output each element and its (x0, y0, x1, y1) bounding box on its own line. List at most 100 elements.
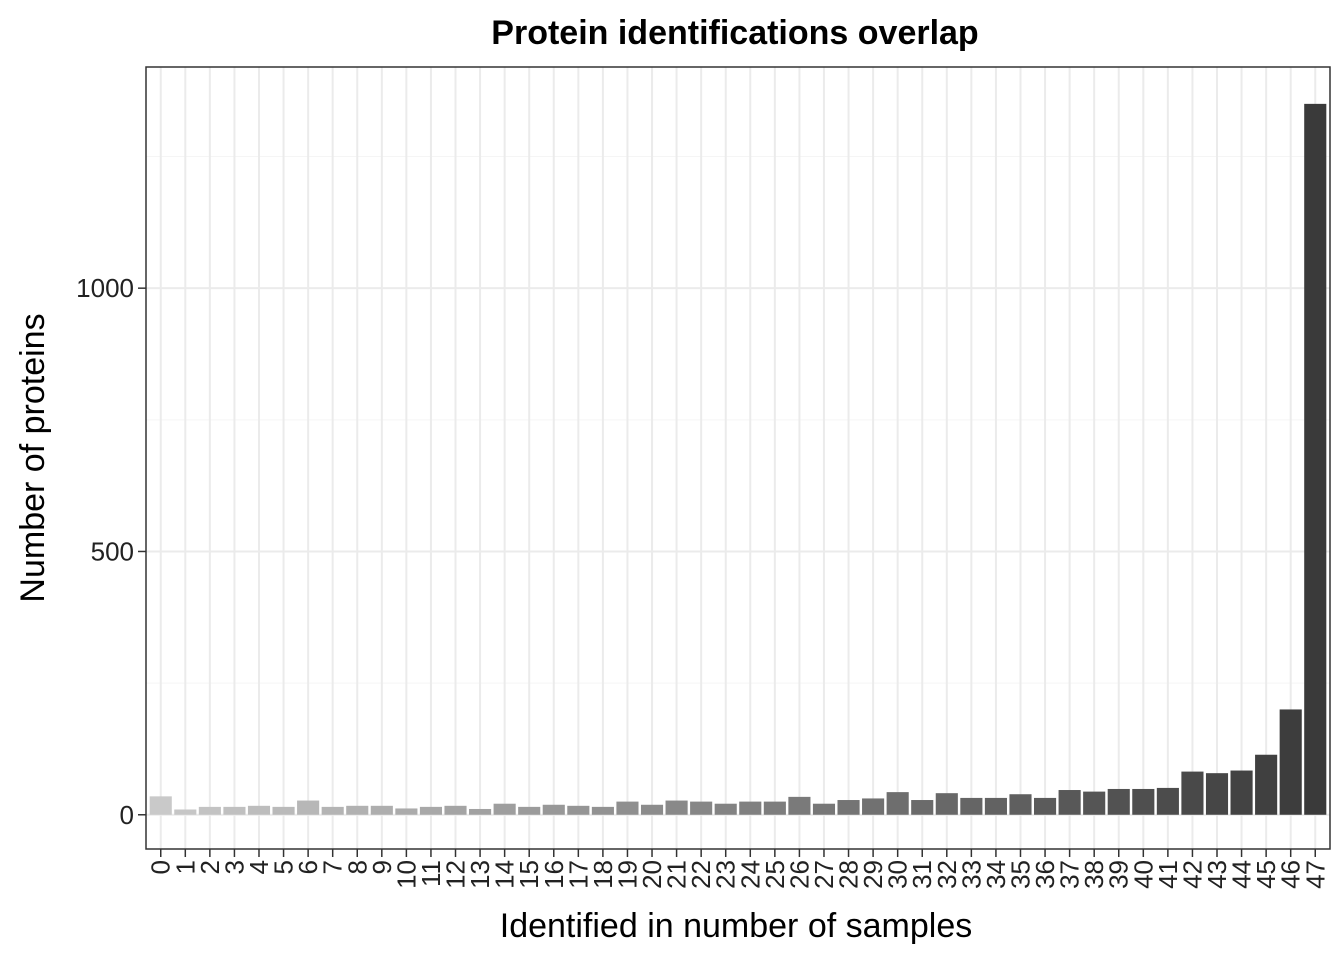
bar-44 (1230, 770, 1253, 815)
bar-29 (862, 798, 885, 815)
x-tick-label: 20 (637, 860, 667, 889)
bar-14 (493, 803, 516, 815)
x-tick-label: 2 (195, 860, 225, 874)
x-tick-label: 11 (416, 860, 446, 887)
x-tick-label: 36 (1030, 860, 1060, 889)
x-tick-label: 26 (784, 860, 814, 889)
bar-28 (837, 800, 860, 815)
x-tick-label: 12 (441, 860, 471, 889)
panel-border (145, 66, 1331, 850)
x-tick-label: 7 (318, 860, 348, 874)
x-axis: 0123456789101112131415161718192021222324… (146, 849, 1330, 889)
y-axis: 0 500 1000 (76, 273, 146, 830)
x-tick-label: 9 (367, 860, 397, 874)
x-tick-label: 47 (1300, 860, 1330, 889)
x-tick-label: 15 (514, 860, 544, 889)
bar-46 (1279, 709, 1302, 815)
x-tick-label: 41 (1153, 860, 1183, 889)
x-tick-label: 39 (1104, 860, 1134, 889)
bar-0 (149, 796, 172, 815)
bar-45 (1255, 754, 1278, 815)
bar-36 (1034, 797, 1057, 815)
x-tick-label: 13 (465, 860, 495, 889)
bar-13 (469, 808, 492, 815)
x-tick-label: 5 (269, 860, 299, 874)
bar-32 (935, 793, 958, 815)
bar-43 (1205, 773, 1229, 815)
bar-25 (763, 801, 786, 815)
x-tick-label: 27 (809, 860, 839, 889)
x-tick-label: 23 (711, 860, 741, 889)
bar-26 (788, 796, 811, 815)
x-tick-label: 16 (539, 860, 569, 889)
bar-19 (616, 801, 639, 815)
bar-40 (1132, 788, 1155, 815)
x-axis-label: Identified in number of samples (500, 907, 972, 945)
x-tick-label: 22 (686, 860, 716, 889)
bar-39 (1107, 788, 1130, 815)
bar-22 (690, 801, 713, 815)
bar-7 (321, 806, 344, 815)
x-tick-label: 3 (219, 860, 249, 874)
y-tick-label: 1000 (76, 273, 134, 303)
bar-20 (640, 804, 664, 815)
bar-10 (395, 808, 418, 815)
x-tick-label: 32 (932, 860, 962, 889)
bar-27 (812, 803, 836, 815)
x-tick-label: 10 (391, 860, 421, 889)
x-tick-label: 42 (1177, 860, 1207, 889)
bar-5 (272, 806, 295, 815)
x-tick-label: 4 (244, 860, 274, 874)
x-tick-label: 19 (612, 860, 642, 889)
y-axis-label: Number of proteins (14, 313, 52, 602)
bar-8 (346, 805, 369, 815)
x-tick-label: 31 (907, 860, 937, 889)
x-tick-label: 46 (1276, 860, 1306, 889)
bar-37 (1058, 790, 1081, 815)
bar-38 (1083, 791, 1106, 815)
bar-21 (665, 800, 688, 815)
x-tick-label: 33 (956, 860, 986, 889)
bar-17 (567, 805, 590, 815)
x-tick-label: 18 (588, 860, 618, 889)
bar-47 (1304, 103, 1327, 815)
x-tick-label: 43 (1202, 860, 1232, 889)
x-tick-label: 6 (293, 860, 323, 874)
bar-3 (223, 806, 246, 815)
bar-2 (198, 806, 221, 815)
bar-15 (518, 806, 541, 815)
bars (149, 103, 1327, 815)
chart-title: Protein identifications overlap (491, 14, 978, 52)
y-tick-label: 500 (91, 536, 134, 566)
x-tick-label: 0 (146, 860, 176, 874)
bar-41 (1156, 787, 1179, 815)
bar-9 (370, 805, 393, 815)
x-tick-label: 24 (735, 860, 765, 889)
plot-panel (146, 67, 1330, 849)
x-tick-label: 44 (1227, 860, 1257, 889)
x-tick-label: 34 (981, 860, 1011, 889)
bar-4 (247, 805, 271, 815)
bar-42 (1181, 771, 1204, 815)
x-tick-label: 40 (1128, 860, 1158, 889)
bar-31 (911, 800, 934, 815)
bar-24 (739, 801, 762, 815)
bar-30 (886, 792, 909, 815)
x-tick-label: 1 (170, 860, 200, 874)
bar-18 (591, 806, 614, 815)
x-tick-label: 28 (834, 860, 864, 889)
x-tick-label: 45 (1251, 860, 1281, 889)
y-tick-label: 0 (120, 800, 134, 830)
x-tick-label: 38 (1079, 860, 1109, 889)
x-tick-label: 21 (662, 860, 692, 889)
x-tick-label: 17 (563, 860, 593, 889)
x-tick-label: 29 (858, 860, 888, 889)
x-tick-label: 8 (342, 860, 372, 874)
bar-33 (960, 797, 983, 815)
bar-11 (419, 806, 442, 815)
bar-35 (1009, 794, 1032, 815)
bar-1 (174, 809, 197, 815)
gridlines (146, 67, 1330, 849)
bar-34 (984, 797, 1007, 815)
